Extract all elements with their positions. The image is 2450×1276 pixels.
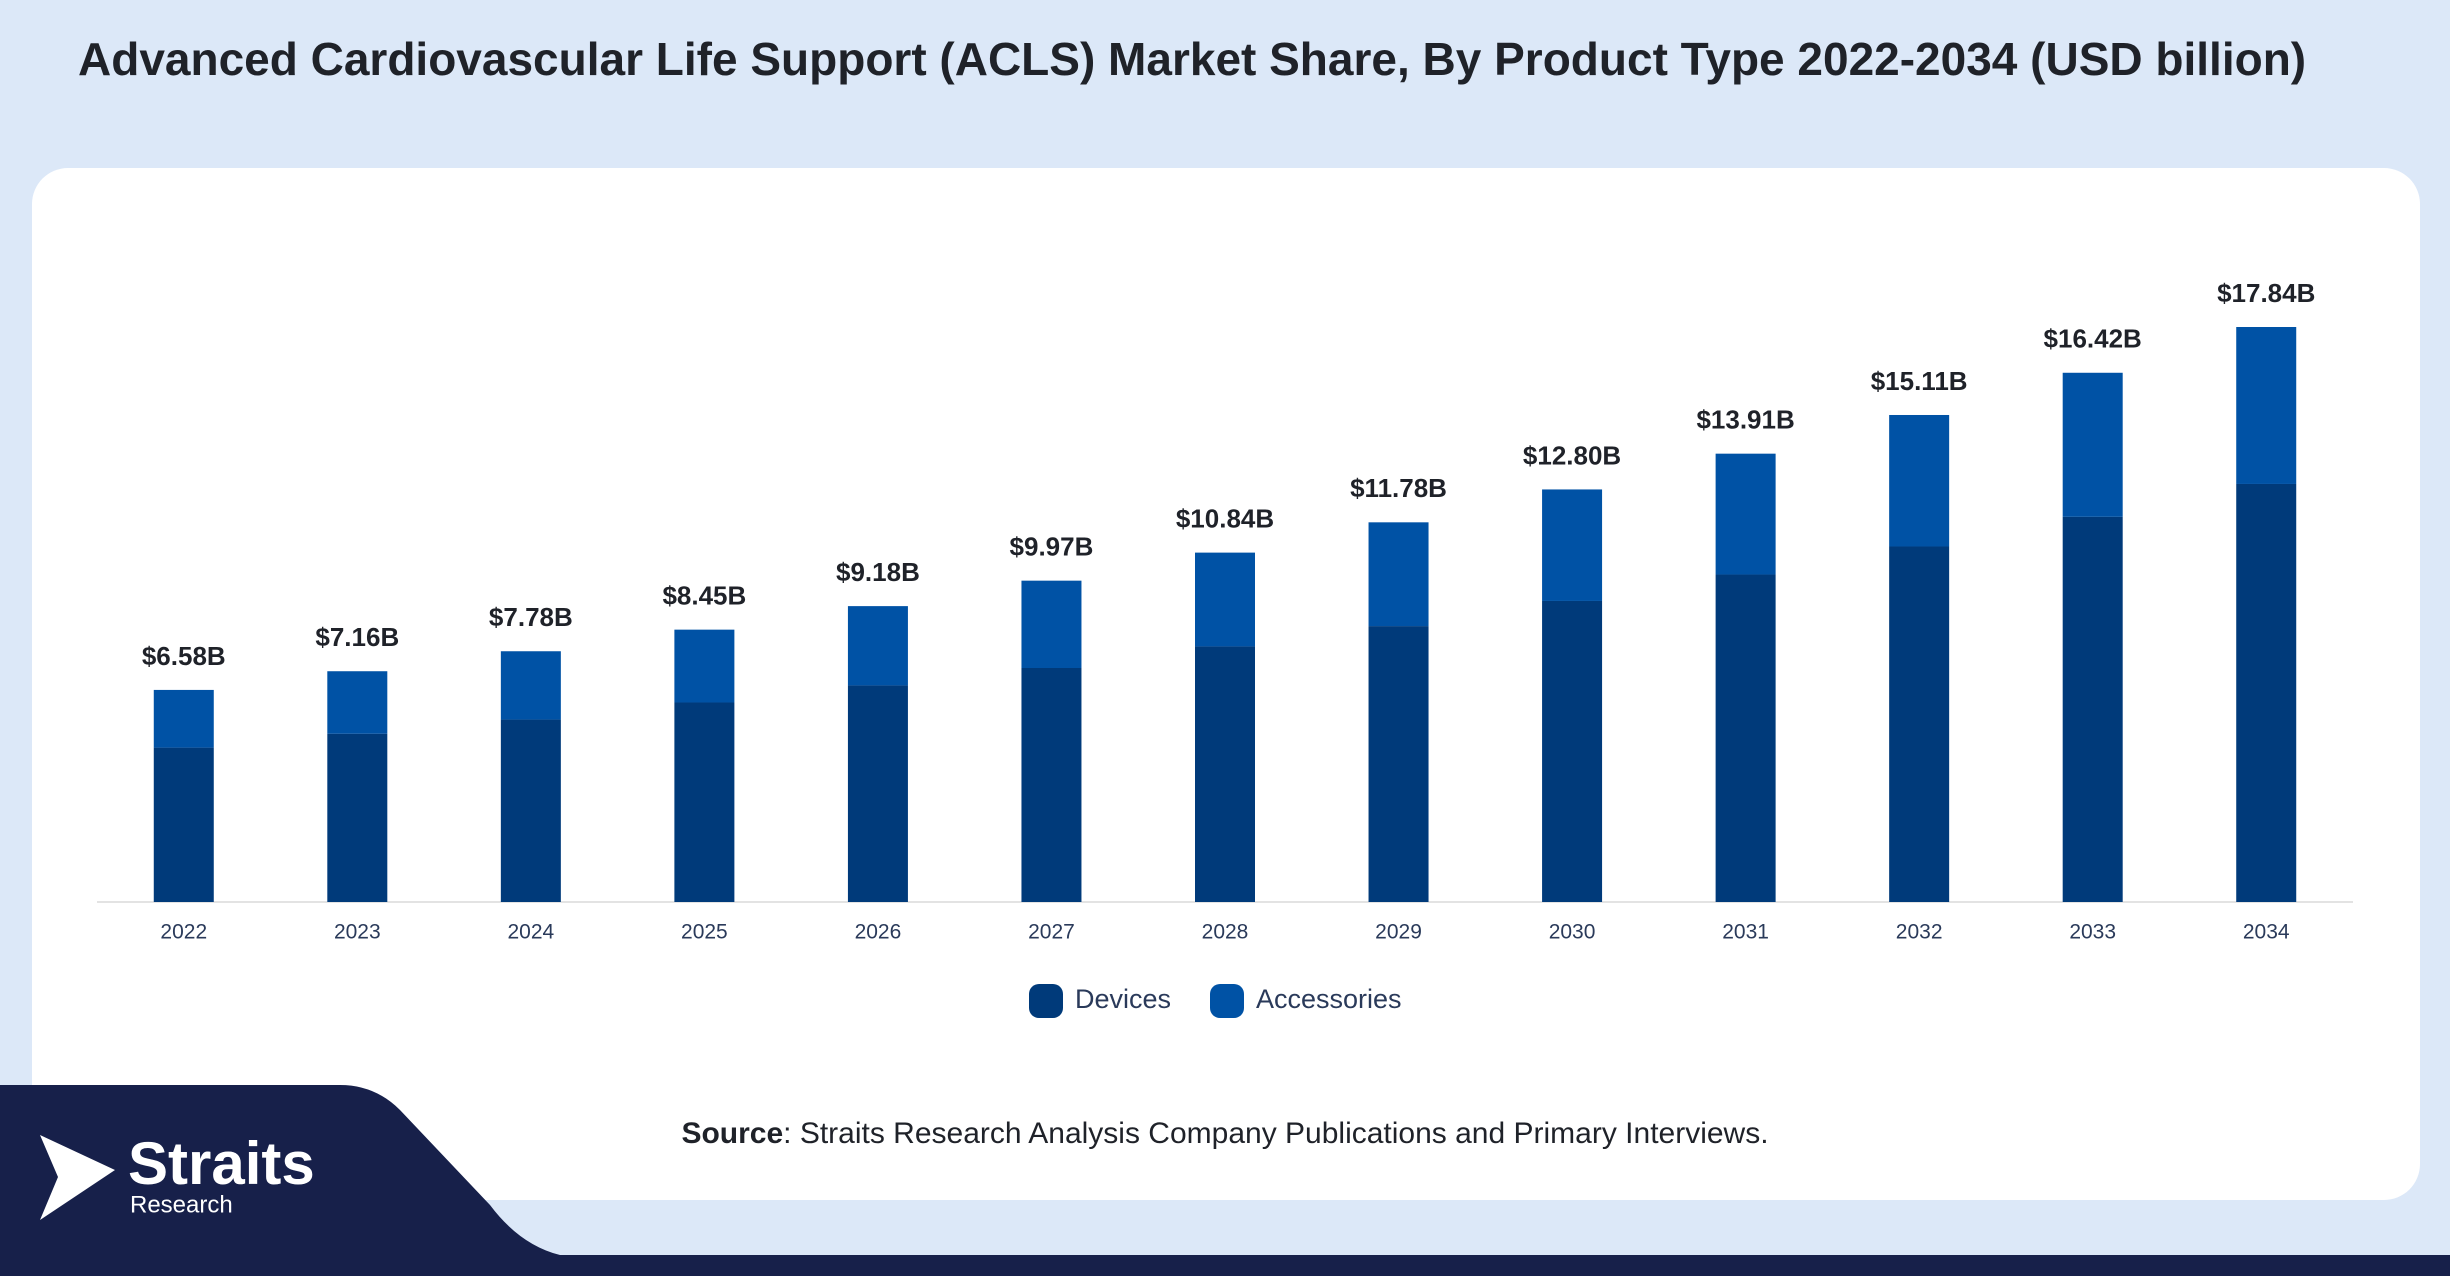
legend-label: Accessories [1256, 984, 1402, 1014]
bar-segment [1715, 574, 1776, 902]
total-label: $7.16B [315, 622, 399, 652]
total-label: $7.78B [489, 602, 573, 632]
bar-segment [1368, 522, 1429, 627]
total-label: $10.84B [1176, 503, 1274, 533]
bar-segment [1195, 552, 1255, 647]
source-text: : Straits Research Analysis Company Publ… [783, 1117, 1768, 1150]
bar-segment [674, 702, 735, 902]
total-label: $9.18B [836, 557, 920, 587]
bar-segment [1368, 626, 1429, 902]
total-label: $9.97B [1010, 532, 1094, 562]
source: Source: Straits Research Analysis Compan… [681, 1117, 1768, 1150]
source-label: Source [681, 1117, 783, 1150]
bar-segment [500, 651, 561, 720]
x-tick-label: 2028 [1202, 921, 1249, 944]
legend-label: Devices [1075, 984, 1171, 1014]
legend-swatch [1210, 984, 1244, 1018]
total-label: $16.42B [2044, 324, 2142, 354]
bar-segment [1715, 453, 1776, 575]
x-tick-label: 2034 [2243, 921, 2290, 944]
bar-segment [1195, 646, 1255, 902]
logo-mark [40, 1135, 115, 1220]
x-tick-label: 2026 [855, 921, 902, 944]
bar-segment [1021, 580, 1082, 669]
x-tick-label: 2023 [334, 921, 381, 944]
bar-segment [674, 629, 735, 703]
bar-segment [1542, 600, 1603, 902]
x-tick-label: 2030 [1549, 921, 1596, 944]
x-tick-label: 2032 [1896, 921, 1943, 944]
total-label: $17.84B [2217, 278, 2315, 308]
brand-name: Straits [128, 1130, 315, 1197]
legend-swatch [1029, 984, 1063, 1018]
x-tick-label: 2031 [1722, 921, 1769, 944]
total-label: $11.78B [1350, 473, 1447, 503]
bar-segment [2236, 483, 2297, 902]
bar-segment [327, 733, 388, 902]
bar-segment [1889, 414, 1950, 547]
total-label: $8.45B [662, 581, 746, 611]
x-tick-label: 2022 [160, 921, 207, 944]
bar-segment [327, 671, 388, 734]
x-tick-label: 2029 [1375, 921, 1422, 944]
bar-segment [1889, 546, 1950, 902]
bar-segment [153, 689, 214, 748]
x-tick-label: 2033 [2069, 921, 2116, 944]
bar-segment [153, 747, 214, 902]
bar-segment [2062, 516, 2123, 902]
total-label: $13.91B [1696, 405, 1794, 435]
bar-segment [1021, 668, 1082, 902]
bar-segment [2062, 372, 2123, 517]
total-label: $12.80B [1523, 440, 1621, 470]
bar-segment [2236, 327, 2297, 484]
x-tick-label: 2025 [681, 921, 728, 944]
chart-title: Advanced Cardiovascular Life Support (AC… [78, 33, 2307, 85]
bar-segment [847, 606, 908, 686]
x-tick-label: 2024 [507, 921, 554, 944]
bar-segment [1542, 489, 1603, 601]
total-label: $6.58B [142, 641, 226, 671]
total-label: $15.11B [1871, 366, 1968, 396]
bar-segment [500, 719, 561, 902]
x-tick-label: 2027 [1028, 921, 1075, 944]
band-dark [0, 1085, 2450, 1276]
bar-segment [847, 685, 908, 902]
brand-sub: Research [130, 1191, 233, 1218]
